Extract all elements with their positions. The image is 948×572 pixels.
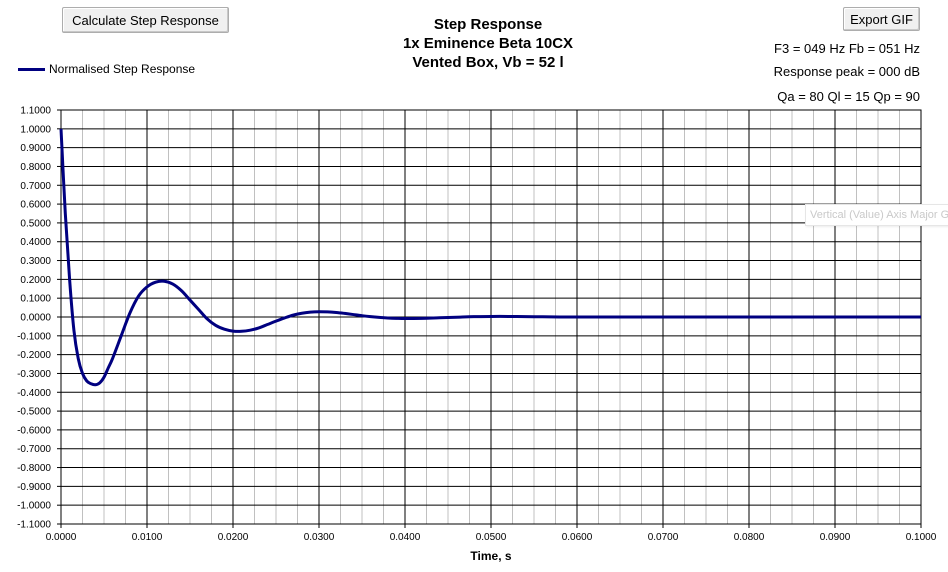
- legend-label: Normalised Step Response: [49, 62, 196, 76]
- y-tick-label: 0.3000: [20, 256, 51, 267]
- y-tick-label: -0.7000: [17, 444, 51, 455]
- y-tick-label: -0.1000: [17, 331, 51, 342]
- y-tick-label: 1.0000: [20, 124, 51, 135]
- y-tick-label: -0.2000: [17, 350, 51, 361]
- x-axis-ticks: 0.0000 0.0100 0.0200 0.0300 0.0400 0.0500 0.06…: [46, 524, 937, 543]
- x-tick-label: 0.0800: [734, 532, 765, 543]
- x-tick-label: 0.0900: [820, 532, 851, 543]
- y-tick-label: 1.1000: [20, 106, 51, 117]
- x-tick-label: 0.0100: [132, 532, 163, 543]
- legend: Normalised Step Response: [18, 62, 195, 76]
- y-tick-label: 0.2000: [20, 275, 51, 286]
- q-values-info: Qa = 80 Ql = 15 Qp = 90: [777, 89, 920, 104]
- x-tick-label: 0.0500: [476, 532, 507, 543]
- y-axis-ticks: 1.1000 1.0000 0.9000 0.8000 0.7000 0.6000 0.50…: [17, 106, 61, 531]
- y-tick-label: -0.3000: [17, 369, 51, 380]
- gridlines: [61, 110, 921, 524]
- x-axis-title: Time, s: [470, 549, 511, 563]
- y-tick-label: 0.7000: [20, 181, 51, 192]
- x-tick-label: 0.0000: [46, 532, 77, 543]
- frequency-info: F3 = 049 Hz Fb = 051 Hz: [774, 41, 920, 56]
- y-tick-label: -1.0000: [17, 501, 51, 512]
- y-tick-label: -0.5000: [17, 407, 51, 418]
- y-tick-label: 0.0000: [20, 313, 51, 324]
- y-tick-label: -0.9000: [17, 482, 51, 493]
- y-tick-label: -0.8000: [17, 463, 51, 474]
- y-tick-label: 0.6000: [20, 200, 51, 211]
- y-tick-label: -1.1000: [17, 520, 51, 531]
- y-tick-label: 0.1000: [20, 294, 51, 305]
- x-tick-label: 0.0600: [562, 532, 593, 543]
- x-tick-label: 0.0700: [648, 532, 679, 543]
- y-tick-label: 0.9000: [20, 143, 51, 154]
- y-tick-label: 0.8000: [20, 162, 51, 173]
- chart-subtitle-box: Vented Box, Vb = 52 l: [412, 54, 564, 71]
- legend-swatch: [18, 67, 45, 71]
- x-tick-label: 0.1000: [906, 532, 937, 543]
- calculate-step-response-button[interactable]: Calculate Step Response: [62, 7, 229, 33]
- export-gif-button[interactable]: Export GIF: [843, 7, 920, 31]
- response-peak-info: Response peak = 000 dB: [773, 64, 920, 79]
- y-tick-label: 0.5000: [20, 218, 51, 229]
- x-tick-label: 0.0400: [390, 532, 421, 543]
- y-tick-label: 0.4000: [20, 237, 51, 248]
- step-response-line: [59, 128, 921, 387]
- x-tick-label: 0.0200: [218, 532, 249, 543]
- y-tick-label: -0.4000: [17, 388, 51, 399]
- gridlines-tooltip: Vertical (Value) Axis Major Gridlines: [805, 204, 948, 226]
- chart-title: Step Response: [433, 16, 543, 33]
- chart-subtitle-driver: 1x Eminence Beta 10CX: [402, 35, 574, 52]
- y-tick-label: -0.6000: [17, 425, 51, 436]
- x-tick-label: 0.0300: [304, 532, 335, 543]
